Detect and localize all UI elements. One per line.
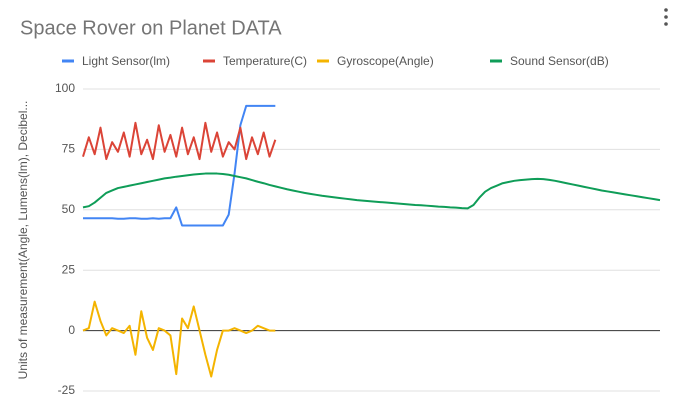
- y-tick-label: -25: [58, 383, 76, 397]
- menu-icon[interactable]: [664, 8, 668, 26]
- data-line: [83, 104, 276, 227]
- y-axis-label: Units of measurement(Angle, Lumens(lm), …: [16, 101, 30, 380]
- legend-label: Light Sensor(lm): [82, 54, 170, 68]
- y-tick-label: 25: [62, 262, 76, 276]
- legend-label: Gyroscope(Angle): [337, 54, 434, 68]
- legend-label: Temperature(C): [223, 54, 307, 68]
- data-line: [82, 300, 276, 378]
- y-tick-label: 50: [62, 202, 76, 216]
- data-line: [82, 121, 277, 161]
- data-line: [82, 172, 661, 210]
- y-tick-label: 0: [68, 323, 75, 337]
- chart-title: Space Rover on Planet DATA: [20, 17, 282, 39]
- legend-label: Sound Sensor(dB): [510, 54, 609, 68]
- y-tick-label: 100: [55, 81, 75, 95]
- y-tick-label: 75: [62, 142, 76, 156]
